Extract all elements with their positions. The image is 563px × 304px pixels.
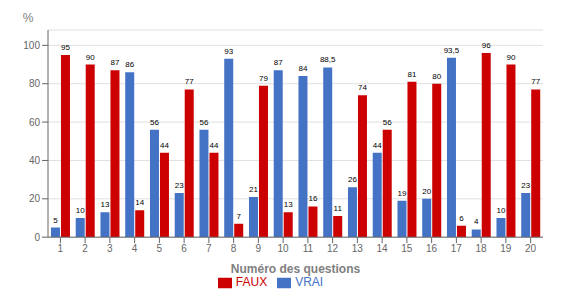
svg-text:13: 13	[284, 200, 293, 209]
svg-text:23: 23	[521, 181, 530, 190]
svg-text:80: 80	[432, 72, 441, 81]
svg-text:20: 20	[525, 243, 537, 254]
svg-text:60: 60	[29, 117, 41, 128]
svg-text:16: 16	[426, 243, 438, 254]
svg-text:14: 14	[377, 243, 389, 254]
svg-text:5: 5	[157, 243, 163, 254]
svg-text:8: 8	[231, 243, 237, 254]
svg-text:18: 18	[476, 243, 488, 254]
svg-text:77: 77	[531, 77, 540, 86]
svg-text:56: 56	[383, 118, 392, 127]
svg-text:10: 10	[76, 206, 85, 215]
svg-text:6: 6	[181, 243, 187, 254]
svg-text:7: 7	[206, 243, 212, 254]
svg-text:21: 21	[249, 185, 258, 194]
svg-text:86: 86	[125, 60, 134, 69]
svg-text:3: 3	[107, 243, 113, 254]
svg-text:44: 44	[160, 141, 169, 150]
html-text:FAUX: FAUX	[235, 275, 268, 290]
svg-text:1: 1	[58, 243, 64, 254]
svg-text:12: 12	[327, 243, 339, 254]
svg-text:5: 5	[53, 216, 58, 225]
svg-text:44: 44	[373, 141, 382, 150]
svg-text:44: 44	[210, 141, 219, 150]
svg-text:84: 84	[299, 64, 308, 73]
svg-text:10: 10	[278, 243, 290, 254]
svg-text:7: 7	[236, 212, 241, 221]
svg-text:87: 87	[274, 58, 283, 67]
svg-text:10: 10	[497, 206, 506, 215]
svg-text:%: %	[23, 11, 34, 25]
svg-text:56: 56	[150, 118, 159, 127]
svg-text:100: 100	[23, 40, 40, 51]
svg-text:93: 93	[224, 47, 233, 56]
svg-text:15: 15	[401, 243, 413, 254]
svg-text:6: 6	[459, 214, 464, 223]
svg-text:17: 17	[451, 243, 463, 254]
svg-text:95: 95	[61, 43, 70, 52]
svg-text:4: 4	[132, 243, 138, 254]
svg-text:74: 74	[358, 83, 367, 92]
svg-text:56: 56	[200, 118, 209, 127]
svg-text:19: 19	[398, 189, 407, 198]
svg-text:88,5: 88,5	[320, 55, 336, 64]
svg-text:90: 90	[86, 53, 95, 62]
svg-text:20: 20	[29, 193, 41, 204]
svg-text:96: 96	[482, 41, 491, 50]
html-text:VRAI: VRAI	[295, 275, 324, 290]
svg-text:40: 40	[29, 155, 41, 166]
svg-text:2: 2	[82, 243, 88, 254]
svg-text:23: 23	[175, 181, 184, 190]
svg-text:4: 4	[474, 217, 479, 226]
svg-text:13: 13	[352, 243, 364, 254]
svg-text:87: 87	[111, 58, 120, 67]
svg-text:90: 90	[507, 53, 516, 62]
svg-text:11: 11	[303, 243, 314, 254]
svg-text:11: 11	[334, 204, 343, 213]
svg-text:26: 26	[348, 175, 357, 184]
svg-text:19: 19	[500, 243, 512, 254]
svg-text:0: 0	[34, 232, 40, 243]
svg-text:Numéro des questions: Numéro des questions	[231, 262, 361, 276]
svg-text:13: 13	[101, 200, 110, 209]
svg-text:93,5: 93,5	[444, 46, 460, 55]
svg-text:81: 81	[408, 70, 417, 79]
svg-text:14: 14	[135, 198, 144, 207]
svg-text:77: 77	[185, 77, 194, 86]
svg-text:79: 79	[259, 74, 268, 83]
svg-text:9: 9	[256, 243, 262, 254]
svg-text:16: 16	[309, 194, 318, 203]
svg-text:20: 20	[422, 187, 431, 196]
svg-text:80: 80	[29, 78, 41, 89]
